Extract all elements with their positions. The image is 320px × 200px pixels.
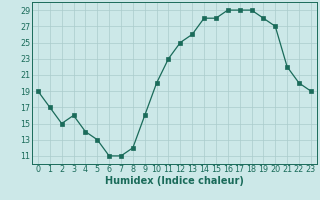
X-axis label: Humidex (Indice chaleur): Humidex (Indice chaleur) — [105, 176, 244, 186]
